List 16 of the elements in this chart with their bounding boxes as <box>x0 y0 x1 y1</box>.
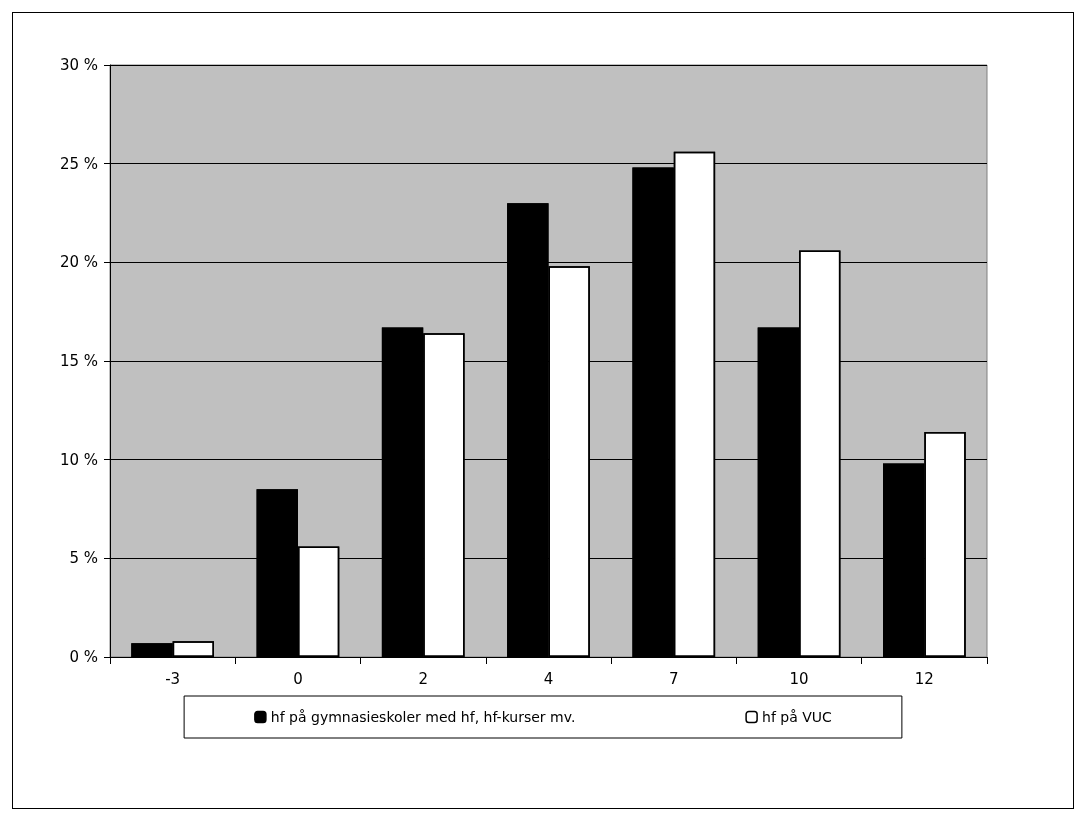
y-tick-label: 30 % <box>59 56 98 74</box>
legend-label: hf på gymnasieskoler med hf, hf-kurser mv. <box>270 709 576 725</box>
x-tick-label: 4 <box>543 669 554 688</box>
x-tick-label: 10 <box>789 669 809 688</box>
y-tick-label: 10 % <box>59 450 98 469</box>
y-tick-label: 15 % <box>59 352 98 370</box>
legend-label: hf på VUC <box>762 709 833 725</box>
x-tick-label: 7 <box>669 669 679 688</box>
x-tick-label: 12 <box>914 669 934 688</box>
y-tick-label: 25 % <box>59 154 98 173</box>
y-tick-label: 20 % <box>59 253 98 272</box>
x-tick-label: -3 <box>165 669 181 688</box>
y-tick-label: 0 % <box>69 648 98 666</box>
x-tick-label: 0 <box>293 669 303 688</box>
y-tick-label: 5 % <box>69 549 98 568</box>
x-tick-label: 2 <box>418 669 428 688</box>
